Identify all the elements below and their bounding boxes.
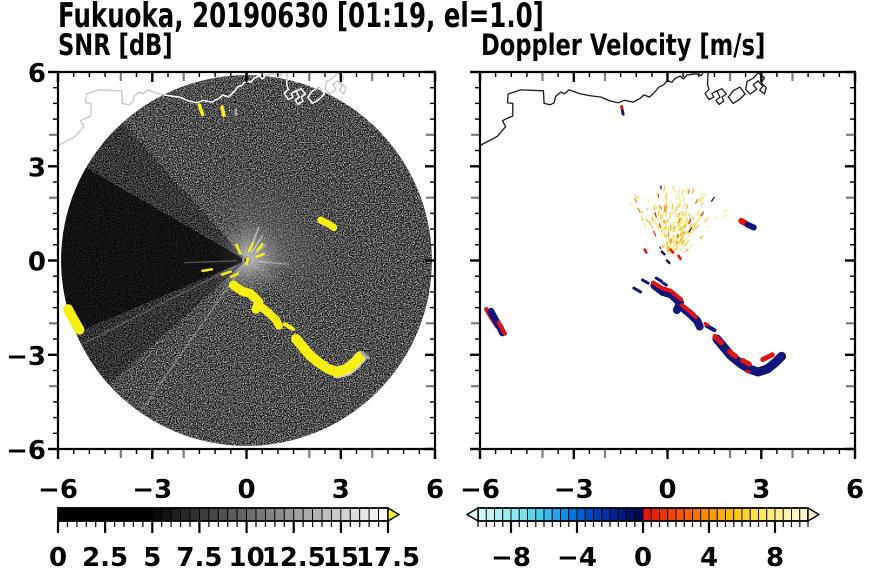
velocity-colorbar-label: 8 (766, 543, 784, 570)
snr-echo (256, 242, 264, 252)
x-tick-label: 3 (332, 475, 350, 505)
x-tick-label: 0 (237, 475, 255, 505)
snr-echo (197, 103, 205, 117)
velocity-echo (643, 248, 648, 254)
snr-echo (360, 351, 370, 360)
snr-echo (234, 108, 238, 117)
velocity-echo (661, 281, 668, 287)
velocity-colorbar-label: −8 (491, 543, 531, 570)
snr-echo (230, 272, 239, 279)
snr-colorbar-label: 2.5 (82, 543, 128, 570)
y-tick-label: −6 (6, 436, 46, 466)
velocity-echo (744, 369, 751, 374)
snr-panel-label: SNR [dB] (58, 28, 173, 62)
velocity-echo (703, 321, 710, 327)
x-tick-label: 6 (846, 475, 864, 505)
x-tick-label: 0 (658, 475, 676, 505)
velocity-echo (621, 109, 625, 116)
velocity-echo (654, 276, 663, 283)
x-tick-label: −6 (38, 475, 78, 505)
velocity-echo (641, 278, 650, 285)
velocity-colorbar-label: 4 (700, 543, 718, 570)
velocity-echo (620, 105, 624, 112)
snr-echo (220, 105, 226, 118)
velocity-echo (496, 320, 507, 336)
y-tick-label: 0 (28, 248, 46, 278)
velocity-echo (738, 217, 749, 227)
velocity-colorbar-label: −4 (557, 543, 597, 570)
snr-echo (235, 243, 242, 255)
snr-echo (258, 303, 283, 330)
velocity-under-arrow (465, 506, 479, 523)
snr-echo (247, 241, 255, 253)
snr-echo (220, 270, 233, 276)
velocity-echo (712, 334, 724, 346)
velocity-echo (665, 259, 671, 265)
snr-echo (282, 322, 295, 331)
panel-frame (56, 70, 437, 451)
snr-colorbar-label: 0 (49, 543, 67, 570)
velocity-panel-plot (479, 71, 787, 377)
snr-echo (245, 257, 250, 266)
velocity-echo (726, 349, 739, 359)
snr-colorbar-label: 12.5 (262, 543, 326, 570)
velocity-echo (651, 280, 684, 302)
x-tick-label: −6 (460, 475, 500, 505)
velocity-echo (677, 254, 682, 261)
y-tick-label: 3 (28, 153, 46, 183)
panel-frame (478, 70, 857, 451)
velocity-panel-label: Doppler Velocity [m/s] (481, 28, 766, 62)
velocity-echo (669, 248, 675, 254)
velocity-echo (712, 334, 787, 377)
velocity-echo (679, 303, 698, 319)
snr-echo (63, 304, 85, 335)
x-tick-label: −3 (132, 475, 172, 505)
velocity-echo (650, 281, 684, 315)
snr-echo (255, 252, 266, 258)
snr-echo (317, 216, 338, 231)
snr-panel-plot (57, 71, 432, 446)
x-tick-label: 3 (752, 475, 770, 505)
velocity-over-arrow (807, 506, 821, 523)
snr-overflow-arrow (387, 506, 401, 523)
snr-echo (201, 268, 214, 273)
velocity-echo (660, 250, 666, 256)
y-tick-label: 6 (28, 59, 46, 89)
y-tick-label: −3 (6, 342, 46, 372)
velocity-echo (760, 352, 775, 362)
velocity-echo (632, 286, 643, 294)
snr-colorbar-label: 15 (323, 543, 359, 570)
snr-echo (228, 280, 264, 314)
snr-colorbar-label: 17.5 (356, 543, 420, 570)
velocity-colorbar-label: 0 (634, 543, 652, 570)
velocity-echo (740, 357, 752, 367)
x-tick-label: 6 (426, 475, 444, 505)
figure-title: Fukuoka, 20190630 [01:19, el=1.0] (58, 0, 544, 36)
snr-echo (291, 334, 366, 377)
x-tick-label: −3 (554, 475, 594, 505)
snr-colorbar-label: 10 (229, 543, 265, 570)
snr-colorbar-label: 5 (143, 543, 161, 570)
velocity-echo (744, 221, 757, 231)
velocity-colorbar: −8 −4 0 4 8 (465, 506, 821, 570)
snr-colorbar-label: 7.5 (176, 543, 222, 570)
